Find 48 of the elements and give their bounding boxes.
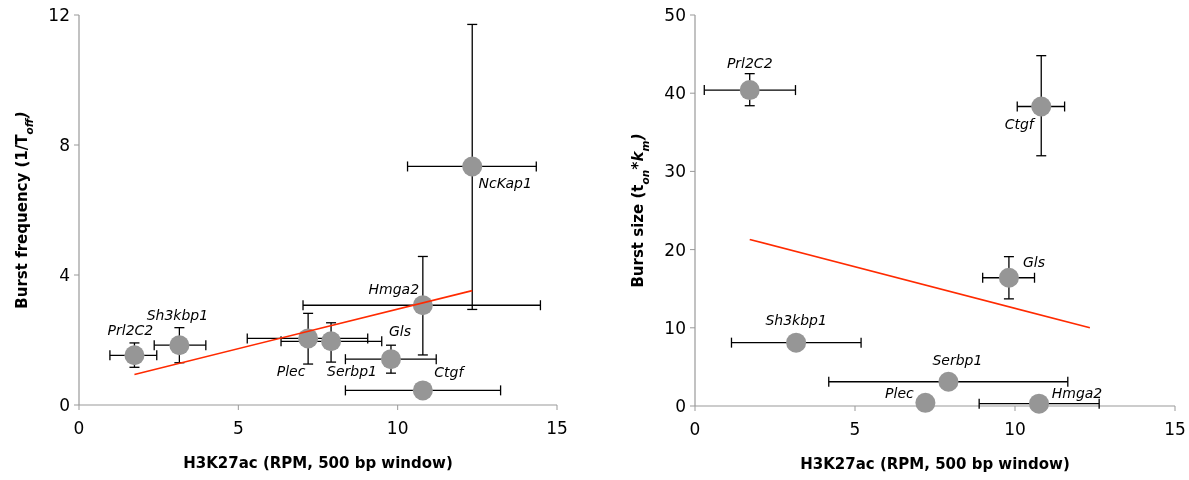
y-tick-label: 10 [664, 317, 686, 338]
annotation: Ctgf [434, 364, 466, 381]
point [786, 332, 807, 353]
point [1031, 96, 1052, 117]
x-tick-label: 15 [1164, 419, 1186, 439]
annotation: Plec [276, 363, 306, 380]
point [938, 371, 959, 392]
y-tick-label: 8 [59, 134, 70, 155]
annotation: Hmga2 [1051, 384, 1103, 401]
y-tick-label: 30 [664, 161, 686, 182]
point [915, 392, 936, 413]
x-tick-label: 0 [73, 418, 85, 438]
y-tick-label: 12 [48, 4, 70, 25]
y-tick-label: 0 [59, 394, 70, 415]
annotation: Gls [1022, 253, 1045, 270]
point [462, 156, 483, 177]
annotation: Hmga2 [368, 281, 420, 298]
annotation: Serbp1 [932, 351, 983, 368]
point [169, 335, 190, 356]
annotation: Gls [388, 323, 411, 340]
y-tick-label: 40 [664, 83, 686, 104]
x-axis-title: H3K27ac (RPM, 500 bp window) [800, 455, 1070, 473]
point [1029, 393, 1049, 414]
annotation: Ctgf [1004, 116, 1036, 133]
point [739, 80, 760, 101]
point [412, 380, 433, 401]
point [998, 267, 1019, 288]
y-tick-label: 50 [664, 4, 686, 25]
point [321, 331, 342, 352]
x-tick-label: 0 [689, 419, 701, 439]
annotation: Serbp1 [327, 363, 378, 380]
y-tick-label: 4 [59, 264, 70, 285]
x-tick-label: 10 [386, 418, 409, 438]
annotation: Sh3kbp1 [146, 307, 209, 324]
point [298, 328, 319, 349]
x-tick-label: 5 [232, 418, 244, 438]
y-tick-label: 0 [675, 395, 686, 416]
annotation: NcKap1 [478, 175, 532, 192]
annotation: Plec [885, 384, 915, 401]
x-axis-title: H3K27ac (RPM, 500 bp window) [183, 454, 453, 472]
x-tick-label: 5 [849, 419, 861, 439]
x-tick-label: 10 [1004, 419, 1026, 439]
point [380, 349, 401, 370]
annotation: Prl2C2 [107, 322, 154, 339]
y-tick-label: 20 [664, 239, 686, 260]
annotation: Sh3kbp1 [765, 311, 827, 328]
x-tick-label: 15 [546, 418, 568, 438]
annotation: Prl2C2 [726, 54, 773, 71]
